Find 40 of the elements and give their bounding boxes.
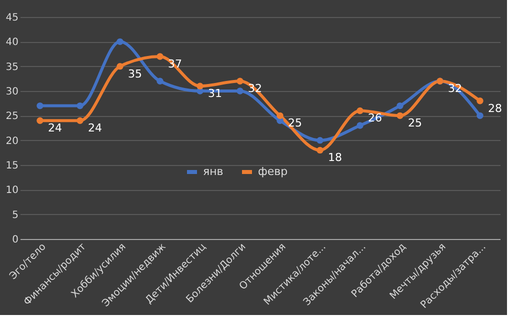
point bbox=[36, 117, 44, 124]
data-label: 26 bbox=[368, 112, 382, 125]
y-tick-label: 45 bbox=[6, 12, 18, 24]
point bbox=[356, 122, 364, 129]
legend-label: февр bbox=[258, 165, 288, 178]
y-tick-label: 5 bbox=[12, 210, 18, 221]
point bbox=[276, 112, 284, 120]
point bbox=[156, 53, 164, 60]
y-tick-label: 30 bbox=[6, 86, 18, 98]
data-label: 18 bbox=[328, 151, 342, 164]
point bbox=[396, 112, 404, 120]
point bbox=[356, 107, 364, 114]
point bbox=[116, 38, 124, 46]
data-label: 25 bbox=[408, 116, 422, 130]
y-tick-label: 10 bbox=[6, 185, 18, 196]
point bbox=[236, 88, 244, 94]
point bbox=[316, 136, 324, 144]
point bbox=[36, 102, 44, 110]
data-label: 28 bbox=[488, 102, 502, 115]
point bbox=[196, 82, 204, 90]
point bbox=[476, 98, 484, 104]
point bbox=[76, 102, 84, 110]
point bbox=[476, 112, 484, 120]
y-tick-label: 0 bbox=[12, 234, 18, 246]
point bbox=[316, 146, 324, 154]
y-tick-label: 40 bbox=[6, 37, 18, 48]
data-label: 25 bbox=[288, 116, 302, 130]
point bbox=[236, 78, 244, 84]
legend-label: янв bbox=[203, 165, 224, 178]
point bbox=[76, 117, 84, 124]
y-tick-label: 35 bbox=[6, 62, 18, 73]
y-tick-label: 20 bbox=[6, 136, 18, 147]
point bbox=[396, 102, 404, 110]
y-tick-label: 25 bbox=[6, 111, 18, 122]
point bbox=[116, 62, 124, 70]
data-label: 24 bbox=[88, 122, 102, 135]
point bbox=[156, 78, 164, 84]
data-label: 24 bbox=[48, 122, 62, 135]
data-label: 35 bbox=[128, 67, 142, 80]
y-tick-label: 15 bbox=[6, 160, 18, 172]
